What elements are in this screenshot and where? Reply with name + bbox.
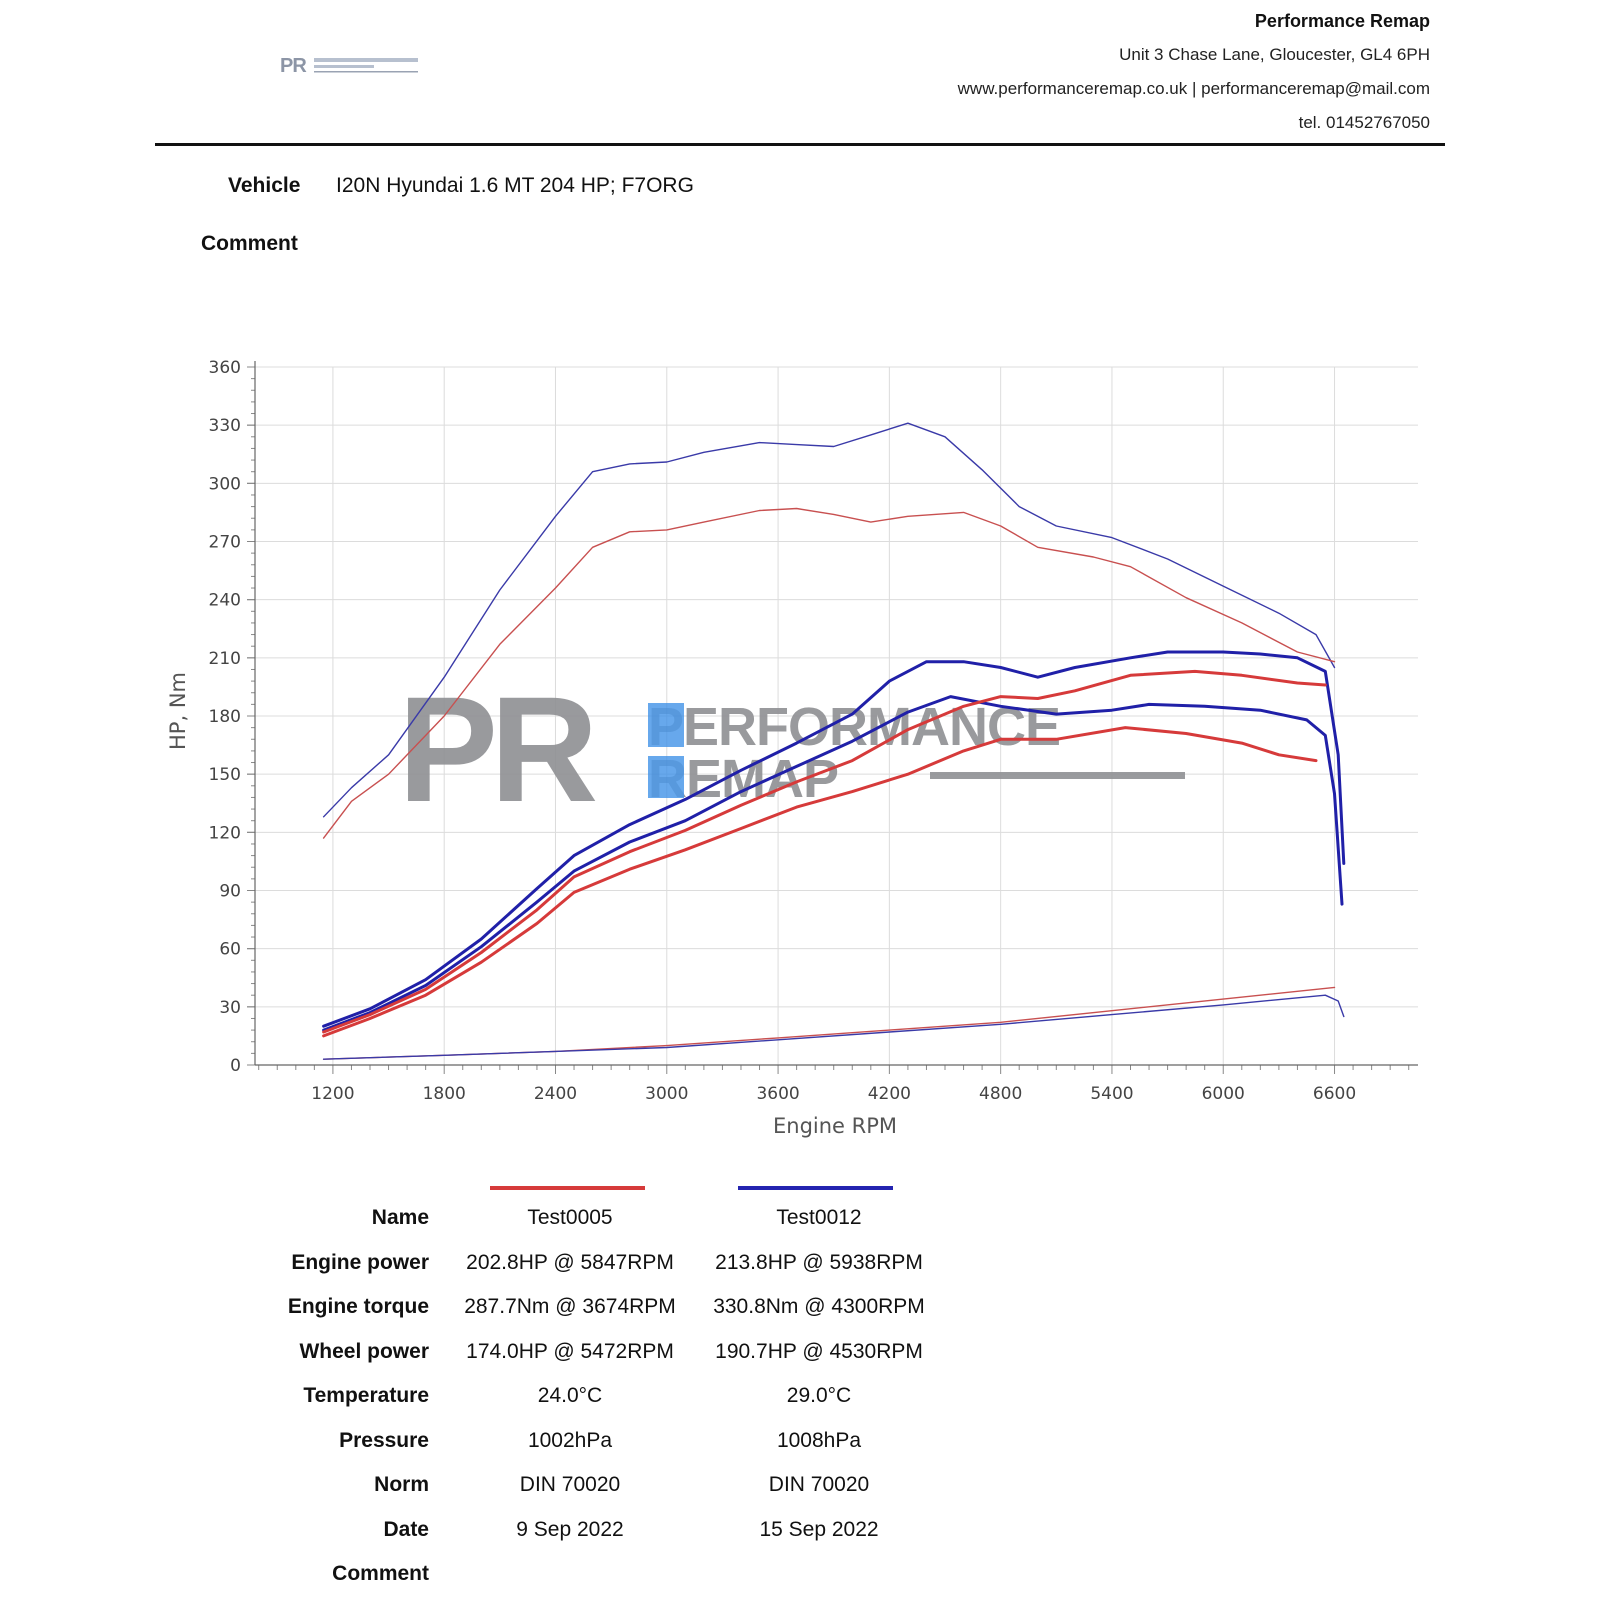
x-tick-label: 1800 — [423, 1084, 466, 1104]
y-tick-label: 270 — [209, 533, 241, 553]
x-tick-label: 5400 — [1090, 1084, 1133, 1104]
results-value-test0012: Test0012 — [776, 1206, 862, 1229]
svg-text:PR: PR — [280, 55, 307, 76]
results-row: Name Test0005 Test0012 — [0, 1198, 1600, 1238]
y-tick-label: 30 — [219, 998, 241, 1018]
results-value-test0005: 1002hPa — [527, 1428, 613, 1452]
results-value-test0005: Test0005 — [527, 1206, 613, 1229]
header-divider — [155, 143, 1445, 146]
comment-label: Comment — [201, 232, 298, 255]
results-value-test0012: 29.0°C — [786, 1384, 852, 1407]
x-tick-label: 4200 — [868, 1084, 911, 1104]
legend-line-test0012 — [738, 1186, 893, 1190]
results-value-test0012: 190.7HP @ 4530RPM — [715, 1339, 923, 1363]
results-row-label: Pressure — [339, 1428, 429, 1452]
watermark-accent-p — [648, 703, 684, 747]
results-row-label: Name — [371, 1206, 429, 1229]
results-row: Pressure 1002hPa 1008hPa — [0, 1421, 1600, 1461]
series-line-test0005-wheel-power — [322, 726, 1318, 1038]
results-row: Wheel power 174.0HP @ 5472RPM 190.7HP @ 45… — [0, 1332, 1600, 1372]
legend-line-test0005 — [490, 1186, 645, 1190]
series-line-test0012-losses — [322, 994, 1345, 1060]
y-tick-label: 60 — [219, 940, 241, 960]
x-tick-label: 3000 — [645, 1084, 688, 1104]
series-line-test0005-engine-torque — [322, 507, 1336, 839]
watermark-letters: PR — [398, 665, 596, 833]
y-tick-label: 150 — [209, 765, 241, 785]
results-row: Engine torque 287.7Nm @ 3674RPM 330.8Nm @ … — [0, 1287, 1600, 1327]
chart-grid — [255, 366, 1418, 1066]
results-row-label: Wheel power — [299, 1339, 429, 1363]
y-tick-label: 300 — [209, 474, 241, 494]
vehicle-row: Vehicle — [228, 174, 300, 198]
x-tick-label: 3600 — [756, 1084, 799, 1104]
x-axis-label: Engine RPM — [773, 1114, 897, 1138]
series-line-test0012-engine-power — [322, 650, 1346, 1028]
results-row: Comment — [0, 1554, 1600, 1594]
vehicle-value: I20N Hyundai 1.6 MT 204 HP; F7ORG — [336, 174, 694, 197]
company-web-email: www.performanceremap.co.uk | performance… — [957, 79, 1430, 98]
series-line-test0005-losses — [322, 986, 1336, 1060]
results-value-test0005: 202.8HP @ 5847RPM — [466, 1250, 674, 1274]
x-tick-label: 6000 — [1202, 1084, 1245, 1104]
results-value-test0012: DIN 70020 — [768, 1473, 870, 1496]
results-value-test0005: DIN 70020 — [519, 1473, 621, 1496]
pr-logo-icon: PR — [280, 55, 418, 76]
y-axis-label: HP, Nm — [166, 672, 190, 750]
y-tick-label: 210 — [209, 649, 241, 669]
x-tick-label: 4800 — [979, 1084, 1022, 1104]
series-line-test0005-engine-power — [322, 669, 1327, 1034]
y-tick-label: 360 — [209, 358, 241, 378]
company-address: Unit 3 Chase Lane, Gloucester, GL4 6PH — [1119, 45, 1430, 64]
results-row: Norm DIN 70020 DIN 70020 — [0, 1465, 1600, 1505]
vehicle-label: Vehicle — [228, 174, 301, 197]
results-value-test0012: 1008hPa — [776, 1428, 862, 1452]
watermark-line1: PERFORMANCE — [648, 697, 1060, 757]
watermark-underline — [930, 772, 1185, 779]
results-row-label: Norm — [374, 1473, 429, 1496]
y-tick-label: 0 — [230, 1056, 241, 1076]
results-row-label: Comment — [332, 1562, 429, 1585]
results-value-test0005: 174.0HP @ 5472RPM — [466, 1339, 674, 1363]
watermark-accent-r — [648, 756, 684, 798]
results-value-test0012: 330.8Nm @ 4300RPM — [713, 1295, 925, 1318]
y-tick-label: 330 — [209, 416, 241, 436]
y-tick-label: 180 — [209, 707, 241, 727]
x-tick-label: 6600 — [1313, 1084, 1356, 1104]
results-value-test0005: 24.0°C — [537, 1384, 603, 1407]
results-row-label: Engine torque — [287, 1295, 429, 1318]
results-row: Temperature 24.0°C 29.0°C — [0, 1376, 1600, 1416]
results-row: Date 9 Sep 2022 15 Sep 2022 — [0, 1510, 1600, 1550]
y-tick-label: 120 — [209, 823, 241, 843]
company-phone: tel. 01452767050 — [1298, 113, 1430, 132]
y-tick-label: 90 — [219, 882, 241, 902]
chart-series — [322, 422, 1346, 1060]
results-row-label: Temperature — [303, 1384, 429, 1407]
dyno-chart: PR PERFORMANCE REMAP 0306090120150180210… — [166, 358, 1418, 1138]
comment-row: Comment — [201, 232, 298, 256]
x-tick-label: 1200 — [311, 1084, 354, 1104]
chart-axes: 0 30 60 90 120 150 180 210 240 270 300 330 360 1200 18… — [209, 358, 1418, 1104]
results-row: Engine power 202.8HP @ 5847RPM 213.8HP @ 5… — [0, 1243, 1600, 1283]
results-value-test0005: 9 Sep 2022 — [516, 1517, 624, 1541]
y-tick-label: 240 — [209, 591, 241, 611]
results-value-test0012: 15 Sep 2022 — [759, 1517, 879, 1541]
company-info: Performance Remap Unit 3 Chase Lane, Glo… — [958, 4, 1430, 140]
company-name: Performance Remap — [1254, 11, 1430, 31]
results-value-test0012: 213.8HP @ 5938RPM — [715, 1250, 923, 1274]
results-row-label: Engine power — [291, 1250, 429, 1274]
series-line-test0012-wheel-power — [322, 695, 1344, 1032]
results-row-label: Date — [383, 1517, 429, 1541]
vehicle-value-wrap: I20N Hyundai 1.6 MT 204 HP; F7ORG — [336, 174, 694, 198]
series-line-test0012-engine-torque — [322, 422, 1336, 818]
x-tick-label: 2400 — [534, 1084, 577, 1104]
results-value-test0005: 287.7Nm @ 3674RPM — [464, 1295, 676, 1318]
